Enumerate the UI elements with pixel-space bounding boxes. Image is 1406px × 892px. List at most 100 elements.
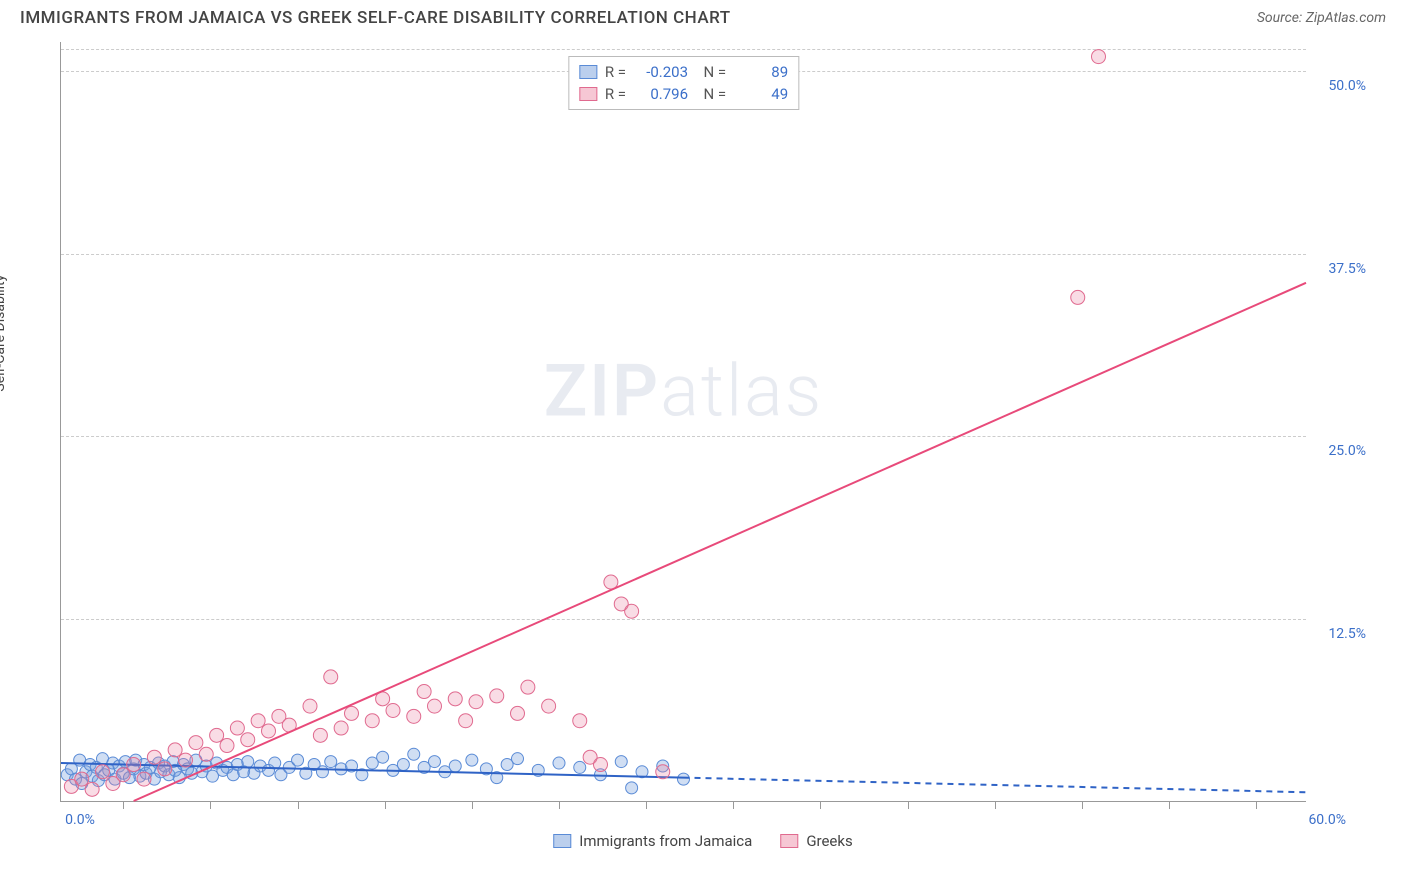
- scatter-point-greeks: [147, 750, 161, 764]
- x-tick: [210, 801, 211, 809]
- scatter-point-greeks: [407, 709, 421, 723]
- scatter-point-greeks: [656, 765, 670, 779]
- scatter-point-greeks: [241, 733, 255, 747]
- y-axis-label: Self-Care Disability: [0, 275, 8, 392]
- scatter-point-greeks: [386, 704, 400, 718]
- scatter-point-jamaica: [316, 766, 328, 778]
- x-tick: [559, 801, 560, 809]
- correlation-stat-box: R = -0.203 N = 89 R = 0.796 N = 49: [568, 56, 799, 110]
- scatter-point-jamaica: [377, 751, 389, 763]
- scatter-point-greeks: [220, 739, 234, 753]
- x-tick: [123, 801, 124, 809]
- scatter-point-greeks: [573, 714, 587, 728]
- x-tick: [1256, 801, 1257, 809]
- chart-header: IMMIGRANTS FROM JAMAICA VS GREEK SELF-CA…: [0, 0, 1406, 32]
- n-value-jamaica: 89: [734, 63, 788, 81]
- scatter-point-jamaica: [429, 756, 441, 768]
- scatter-point-greeks: [428, 699, 442, 713]
- scatter-point-greeks: [1092, 50, 1106, 64]
- x-max-label: 60.0%: [1308, 812, 1346, 828]
- r-value-jamaica: -0.203: [634, 63, 688, 81]
- scatter-point-greeks: [189, 736, 203, 750]
- chart-area: Self-Care Disability ZIPatlas R = -0.203…: [20, 32, 1386, 852]
- legend-swatch-greeks: [780, 834, 798, 848]
- stat-row-jamaica: R = -0.203 N = 89: [579, 61, 788, 83]
- x-min-label: 0.0%: [65, 812, 95, 828]
- x-tick: [472, 801, 473, 809]
- scatter-point-greeks: [158, 762, 172, 776]
- swatch-greeks: [579, 87, 597, 101]
- scatter-point-greeks: [417, 685, 431, 699]
- scatter-point-greeks: [116, 768, 130, 782]
- scatter-point-greeks: [210, 728, 224, 742]
- chart-title: IMMIGRANTS FROM JAMAICA VS GREEK SELF-CA…: [20, 8, 731, 28]
- legend-swatch-jamaica: [553, 834, 571, 848]
- scatter-point-greeks: [521, 680, 535, 694]
- plot-region: ZIPatlas R = -0.203 N = 89 R = 0.796 N =…: [60, 42, 1306, 802]
- scatter-point-greeks: [542, 699, 556, 713]
- scatter-point-greeks: [179, 753, 193, 767]
- n-value-greeks: 49: [734, 85, 788, 103]
- r-value-greeks: 0.796: [634, 85, 688, 103]
- scatter-point-greeks: [365, 714, 379, 728]
- x-tick: [298, 801, 299, 809]
- scatter-point-greeks: [313, 728, 327, 742]
- y-tick-label: 50.0%: [1328, 79, 1366, 93]
- scatter-point-greeks: [230, 721, 244, 735]
- scatter-point-greeks: [345, 706, 359, 720]
- trendline-dashed-jamaica: [684, 778, 1307, 793]
- scatter-point-greeks: [199, 747, 213, 761]
- x-tick: [995, 801, 996, 809]
- scatter-point-jamaica: [408, 748, 420, 760]
- swatch-jamaica: [579, 65, 597, 79]
- scatter-point-greeks: [324, 670, 338, 684]
- scatter-point-greeks: [96, 765, 110, 779]
- scatter-point-greeks: [127, 758, 141, 772]
- scatter-point-jamaica: [325, 756, 337, 768]
- scatter-point-greeks: [469, 695, 483, 709]
- scatter-point-greeks: [334, 721, 348, 735]
- x-tick: [646, 801, 647, 809]
- scatter-point-greeks: [137, 772, 151, 786]
- scatter-point-greeks: [625, 604, 639, 618]
- y-tick-label: 37.5%: [1328, 262, 1366, 276]
- legend-label-jamaica: Immigrants from Jamaica: [579, 832, 752, 850]
- chart-source: Source: ZipAtlas.com: [1257, 10, 1386, 26]
- scatter-point-jamaica: [292, 754, 304, 766]
- x-tick: [908, 801, 909, 809]
- x-tick: [1082, 801, 1083, 809]
- scatter-point-jamaica: [574, 761, 586, 773]
- scatter-point-greeks: [448, 692, 462, 706]
- y-tick-label: 25.0%: [1328, 444, 1366, 458]
- scatter-point-greeks: [85, 782, 99, 796]
- scatter-point-greeks: [594, 758, 608, 772]
- scatter-point-greeks: [75, 772, 89, 786]
- x-tick: [1169, 801, 1170, 809]
- stat-row-greeks: R = 0.796 N = 49: [579, 83, 788, 105]
- legend-label-greeks: Greeks: [806, 832, 852, 850]
- scatter-point-jamaica: [512, 753, 524, 765]
- x-tick: [820, 801, 821, 809]
- scatter-point-greeks: [251, 714, 265, 728]
- scatter-point-jamaica: [678, 773, 690, 785]
- trendline-greeks: [134, 283, 1306, 801]
- scatter-point-greeks: [459, 714, 473, 728]
- x-tick: [385, 801, 386, 809]
- scatter-point-greeks: [262, 724, 276, 738]
- legend-item-jamaica: Immigrants from Jamaica: [553, 832, 752, 850]
- scatter-point-jamaica: [397, 759, 409, 771]
- y-tick-label: 12.5%: [1328, 627, 1366, 641]
- bottom-legend: Immigrants from Jamaica Greeks: [553, 832, 852, 850]
- x-tick: [733, 801, 734, 809]
- scatter-point-greeks: [490, 689, 504, 703]
- scatter-point-greeks: [303, 699, 317, 713]
- scatter-point-jamaica: [553, 757, 565, 769]
- scatter-point-greeks: [1071, 290, 1085, 304]
- scatter-point-jamaica: [242, 756, 254, 768]
- scatter-point-jamaica: [466, 754, 478, 766]
- scatter-point-greeks: [168, 743, 182, 757]
- legend-item-greeks: Greeks: [780, 832, 852, 850]
- scatter-point-jamaica: [615, 756, 627, 768]
- scatter-point-jamaica: [626, 782, 638, 794]
- scatter-point-greeks: [511, 706, 525, 720]
